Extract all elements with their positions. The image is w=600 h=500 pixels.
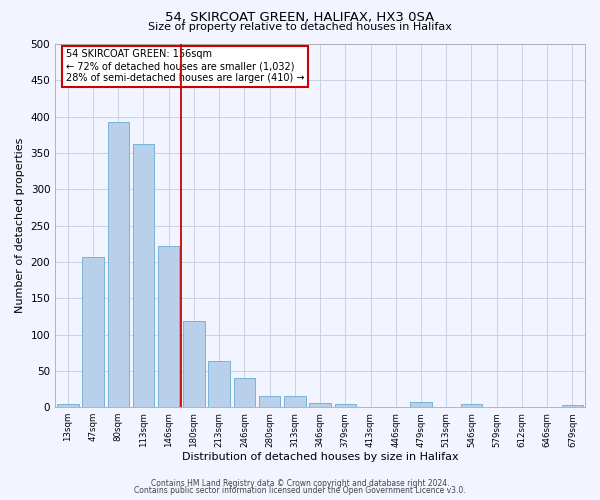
Bar — [107, 122, 129, 407]
Text: 54 SKIRCOAT GREEN: 156sqm
← 72% of detached houses are smaller (1,032)
28% of se: 54 SKIRCOAT GREEN: 156sqm ← 72% of detac… — [66, 50, 304, 82]
Bar — [410, 402, 432, 407]
Bar — [233, 378, 255, 407]
Bar — [133, 144, 154, 407]
Bar — [259, 396, 280, 407]
X-axis label: Distribution of detached houses by size in Halifax: Distribution of detached houses by size … — [182, 452, 458, 462]
Bar — [335, 404, 356, 407]
Y-axis label: Number of detached properties: Number of detached properties — [15, 138, 25, 314]
Text: Size of property relative to detached houses in Halifax: Size of property relative to detached ho… — [148, 22, 452, 32]
Text: 54, SKIRCOAT GREEN, HALIFAX, HX3 0SA: 54, SKIRCOAT GREEN, HALIFAX, HX3 0SA — [166, 11, 434, 24]
Bar — [158, 246, 179, 407]
Bar — [461, 404, 482, 407]
Bar — [82, 257, 104, 407]
Bar — [284, 396, 305, 407]
Text: Contains HM Land Registry data © Crown copyright and database right 2024.: Contains HM Land Registry data © Crown c… — [151, 478, 449, 488]
Bar — [310, 403, 331, 407]
Text: Contains public sector information licensed under the Open Government Licence v3: Contains public sector information licen… — [134, 486, 466, 495]
Bar — [57, 404, 79, 407]
Bar — [562, 405, 583, 407]
Bar — [208, 360, 230, 407]
Bar — [183, 322, 205, 407]
